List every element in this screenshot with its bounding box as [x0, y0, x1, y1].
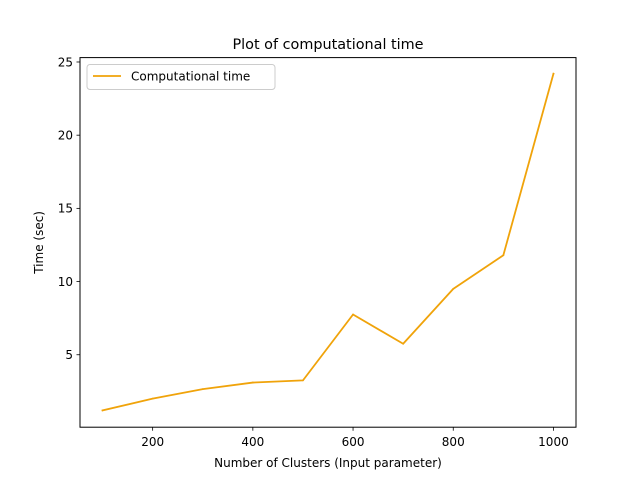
legend-label: Computational time: [131, 70, 250, 84]
data-point: [402, 342, 405, 345]
chart-title: Plot of computational time: [232, 37, 423, 53]
plot-area: [80, 57, 576, 428]
y-axis-ticks: 5 10 15 20 25: [58, 55, 80, 362]
y-tick-label: 20: [58, 128, 73, 142]
y-axis-label: Time (sec): [32, 211, 46, 275]
x-axis-ticks: 200 400 600 800 1000: [141, 427, 569, 449]
y-tick-label: 5: [65, 348, 73, 362]
series-line-0: [101, 72, 555, 412]
x-axis-label: Number of Clusters (Input parameter): [214, 456, 442, 470]
x-tick-label: 600: [342, 435, 365, 449]
x-tick-label: 800: [442, 435, 465, 449]
series-layer: [101, 72, 555, 412]
data-point: [302, 379, 304, 382]
legend: Computational time: [86, 64, 276, 90]
data-point: [251, 381, 254, 384]
data-point: [151, 397, 154, 400]
data-point: [101, 409, 104, 412]
data-point: [201, 388, 204, 391]
plot-frame: [79, 57, 577, 428]
legend-box: [86, 64, 276, 90]
y-tick-label: 15: [58, 202, 73, 216]
data-point: [352, 313, 354, 316]
data-point: [452, 287, 455, 290]
x-tick-label: 400: [241, 435, 264, 449]
y-tick-label: 10: [58, 275, 73, 289]
y-tick-label: 25: [58, 55, 73, 69]
x-tick-label: 1000: [538, 435, 569, 449]
data-point: [552, 72, 555, 75]
x-tick-label: 200: [141, 435, 164, 449]
data-point: [502, 254, 505, 257]
